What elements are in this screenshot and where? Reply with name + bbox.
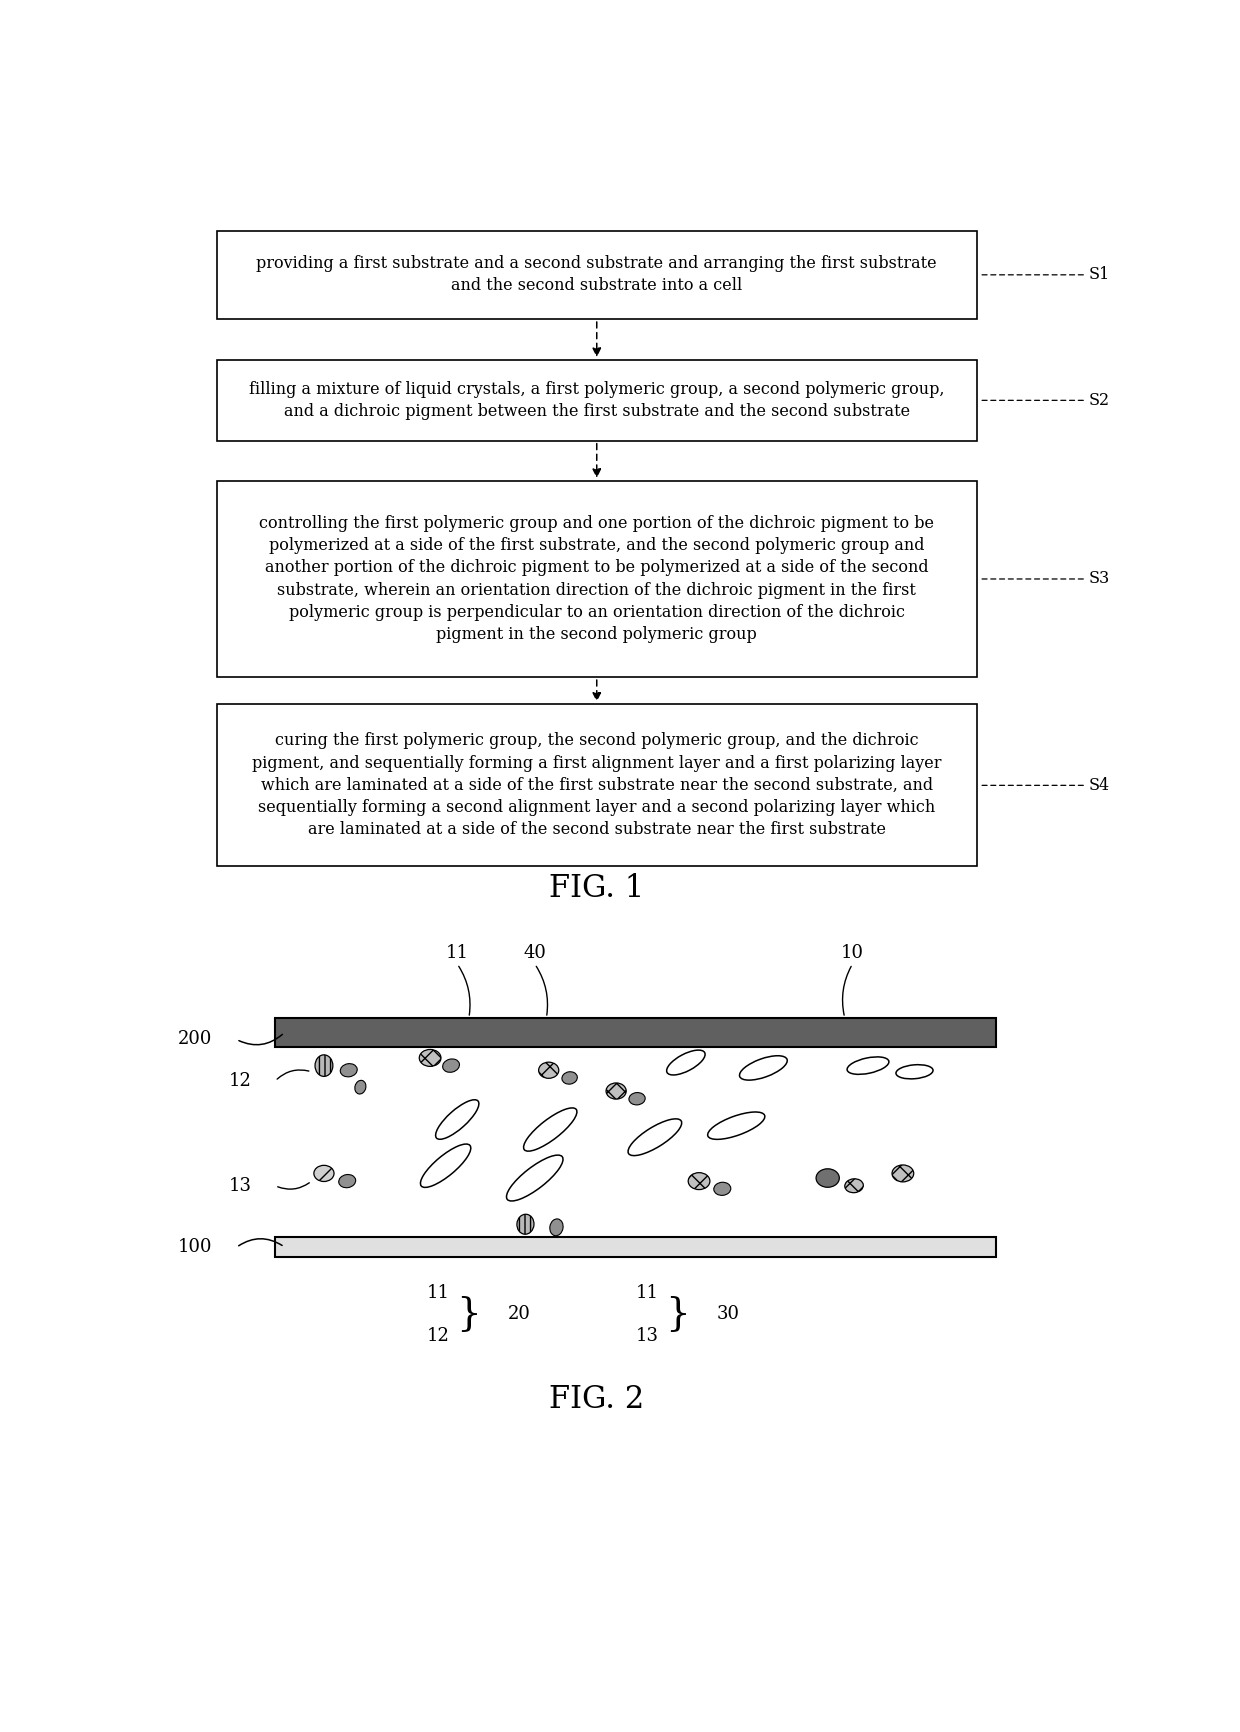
Text: 40: 40 xyxy=(523,944,546,963)
Ellipse shape xyxy=(538,1062,559,1079)
Text: }: } xyxy=(456,1296,480,1334)
Text: }: } xyxy=(665,1296,689,1334)
Ellipse shape xyxy=(314,1166,334,1181)
Text: 11: 11 xyxy=(636,1283,658,1302)
Ellipse shape xyxy=(606,1082,626,1100)
Ellipse shape xyxy=(420,1145,471,1188)
FancyBboxPatch shape xyxy=(217,230,977,319)
Text: S1: S1 xyxy=(980,267,1110,284)
Text: 12: 12 xyxy=(228,1072,252,1089)
Ellipse shape xyxy=(549,1219,563,1235)
FancyBboxPatch shape xyxy=(275,1237,996,1257)
Ellipse shape xyxy=(739,1057,787,1081)
Text: FIG. 2: FIG. 2 xyxy=(549,1384,645,1415)
Text: S3: S3 xyxy=(980,570,1110,587)
Text: 11: 11 xyxy=(445,944,469,963)
Text: filling a mixture of liquid crystals, a first polymeric group, a second polymeri: filling a mixture of liquid crystals, a … xyxy=(249,381,945,419)
Ellipse shape xyxy=(667,1050,706,1076)
FancyBboxPatch shape xyxy=(217,705,977,866)
Text: 11: 11 xyxy=(427,1283,449,1302)
Ellipse shape xyxy=(523,1108,577,1152)
Ellipse shape xyxy=(355,1081,366,1095)
Text: 20: 20 xyxy=(507,1306,531,1323)
Ellipse shape xyxy=(816,1169,839,1186)
FancyBboxPatch shape xyxy=(217,481,977,677)
Text: providing a first substrate and a second substrate and arranging the first subst: providing a first substrate and a second… xyxy=(257,255,937,294)
Ellipse shape xyxy=(435,1100,479,1140)
Text: 13: 13 xyxy=(228,1176,252,1195)
FancyBboxPatch shape xyxy=(275,1018,996,1048)
Ellipse shape xyxy=(443,1058,460,1072)
Ellipse shape xyxy=(629,1093,645,1105)
Ellipse shape xyxy=(844,1179,863,1193)
Ellipse shape xyxy=(847,1057,889,1074)
Text: 100: 100 xyxy=(179,1238,213,1256)
Text: 200: 200 xyxy=(179,1031,212,1048)
Ellipse shape xyxy=(562,1072,578,1084)
Ellipse shape xyxy=(708,1112,765,1140)
Text: S2: S2 xyxy=(980,391,1110,409)
Text: FIG. 1: FIG. 1 xyxy=(549,873,645,904)
Text: 30: 30 xyxy=(717,1306,740,1323)
Ellipse shape xyxy=(506,1155,563,1200)
Text: curing the first polymeric group, the second polymeric group, and the dichroic
p: curing the first polymeric group, the se… xyxy=(252,733,941,838)
Text: controlling the first polymeric group and one portion of the dichroic pigment to: controlling the first polymeric group an… xyxy=(259,514,934,643)
Ellipse shape xyxy=(688,1173,709,1190)
Ellipse shape xyxy=(315,1055,332,1076)
Ellipse shape xyxy=(627,1119,682,1155)
Ellipse shape xyxy=(339,1174,356,1188)
Text: S4: S4 xyxy=(980,778,1110,793)
Text: 10: 10 xyxy=(841,944,864,963)
Ellipse shape xyxy=(714,1183,730,1195)
Ellipse shape xyxy=(419,1050,441,1067)
Ellipse shape xyxy=(517,1214,534,1235)
Ellipse shape xyxy=(892,1166,914,1181)
Ellipse shape xyxy=(897,1065,932,1079)
Text: 13: 13 xyxy=(636,1327,658,1344)
FancyBboxPatch shape xyxy=(217,360,977,440)
Ellipse shape xyxy=(340,1063,357,1077)
Text: 12: 12 xyxy=(427,1327,449,1344)
